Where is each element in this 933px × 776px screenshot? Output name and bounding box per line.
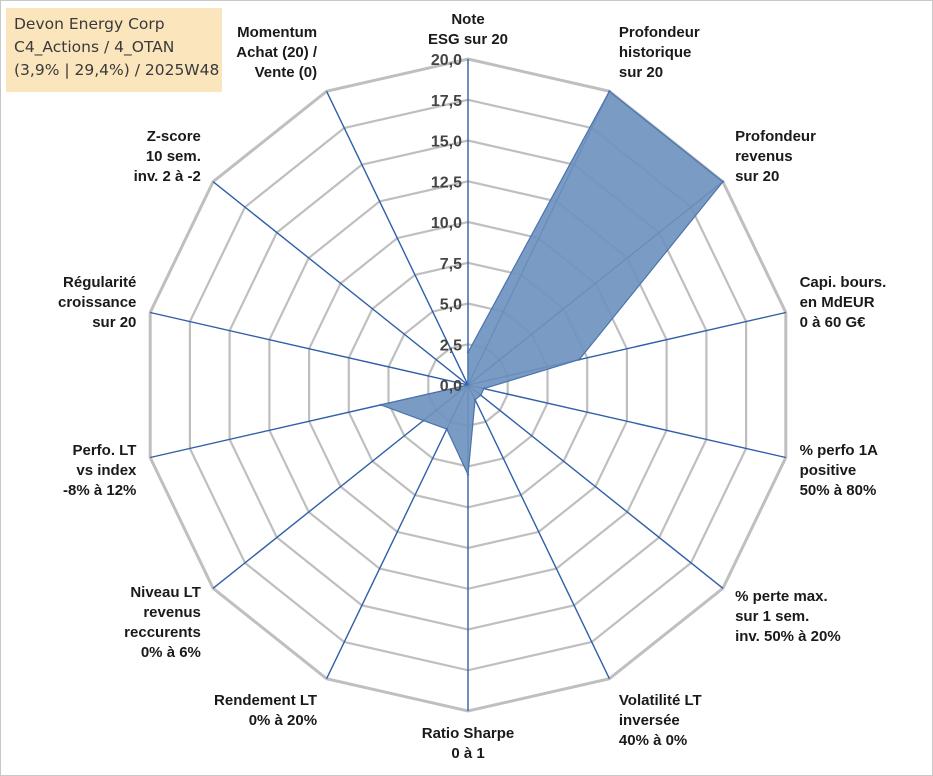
axis-tick-label: 5,0 [440,297,462,314]
category-label-line: sur 20 [92,314,136,331]
category-label-line: Achat (20) / [236,44,318,61]
radar-series [378,90,725,477]
axis-spoke [325,90,469,386]
series-point [422,419,425,422]
category-label-line: % perte max. [735,588,828,605]
category-label-line: % perfo 1A [800,442,879,459]
axis-tick-label: 0,0 [440,378,462,395]
category-label-line: Régularité [63,274,136,291]
category-label: Régularité croissance sur 20 [58,274,136,331]
category-label-line: Vente (0) [255,64,318,81]
performance-summary: (3,9% | 29,4%) / 2025W48 [14,61,220,79]
category-label-line: sur 20 [619,64,663,81]
series-point [379,403,382,407]
axis-spoke [467,384,724,589]
category-label-line: Rendement LT [214,692,317,709]
category-label-line: revenus [143,604,201,621]
category-label: Volatilité LT inversée 40% à 0% [619,692,702,749]
axis-spoke [467,384,611,680]
category-label-line: Capi. bours. [800,274,887,291]
series-point [473,398,477,401]
category-label: Z-score 10 sem. inv. 2 à -2 [134,128,201,185]
category-label-line: Z-score [147,128,201,145]
category-label: Note ESG sur 20 [428,11,508,48]
category-label: Ratio Sharpe 0 à 1 [422,725,515,762]
category-label-line: croissance [58,294,136,311]
category-label: Niveau LT revenus reccurents 0% à 6% [124,584,201,661]
company-name: Devon Energy Corp [14,15,165,33]
series-point [482,387,486,390]
category-label-line: reccurents [124,624,201,641]
info-box: Devon Energy Corp C4_Actions / 4_OTAN (3… [6,8,222,92]
series-point [578,358,581,361]
axis-tick-label: 7,5 [440,256,462,273]
category-label-line: inv. 2 à -2 [134,168,201,185]
category-label-line: Niveau LT [130,584,201,601]
axis-tick-label: 15,0 [431,134,462,151]
axis-tick-label: 20,0 [431,52,462,69]
series-point [721,180,725,183]
radial-axis-ticks: 0,0 2,5 5,0 7,5 10,0 12,5 15,0 17,5 20,0 [431,52,462,395]
series-point [466,383,470,387]
series-point [608,90,611,93]
category-label-line: positive [800,462,857,479]
category-label: Momentum Achat (20) / Vente (0) [236,24,318,81]
category-label-line: Momentum [237,24,317,41]
category-label: Perfo. LT vs index -8% à 12% [63,442,137,499]
category-labels: Note ESG sur 20 Profondeur historique sur 20… [58,11,886,762]
category-label-line: 0 à 60 G€ [800,314,867,331]
category-label: Rendement LT 0% à 20% [214,692,317,729]
category-label-line: vs index [76,462,137,479]
portfolio-path: C4_Actions / 4_OTAN [14,38,175,56]
category-label-line: sur 20 [735,168,779,185]
category-label-line: Perfo. LT [73,442,137,459]
category-label-line: -8% à 12% [63,482,136,499]
category-label-line: Profondeur [619,24,700,41]
category-label-line: 10 sem. [146,148,201,165]
axis-spoke [325,384,469,680]
axis-tick-label: 12,5 [431,174,462,191]
category-label-line: historique [619,44,692,61]
series-point [479,394,482,397]
category-label: Capi. bours. en MdEUR 0 à 60 G€ [800,274,887,331]
category-label: Profondeur revenus sur 20 [735,128,816,185]
series-point [466,351,470,354]
category-label-line: 40% à 0% [619,732,687,749]
axis-spoke [150,311,469,386]
category-label: % perfo 1A positive 50% à 80% [800,442,879,499]
category-label-line: Ratio Sharpe [422,725,515,742]
category-label: Profondeur historique sur 20 [619,24,700,81]
category-label-line: 0% à 6% [141,644,201,661]
category-label-line: revenus [735,148,793,165]
category-label-line: 0 à 1 [451,745,484,762]
category-label-line: 50% à 80% [800,482,877,499]
category-label-line: sur 1 sem. [735,608,809,625]
category-label: % perte max. sur 1 sem. inv. 50% à 20% [735,588,841,645]
category-label-line: inversée [619,712,680,729]
category-label-line: Note [451,11,484,28]
series-point [466,473,470,476]
category-label-line: Profondeur [735,128,816,145]
category-label-line: en MdEUR [800,294,875,311]
series-point [445,427,448,431]
axis-tick-label: 17,5 [431,93,462,110]
axis-tick-label: 2,5 [440,337,462,354]
axis-spoke [212,181,469,386]
axis-spoke [467,384,786,459]
category-label-line: Volatilité LT [619,692,702,709]
category-label-line: inv. 50% à 20% [735,628,841,645]
axis-tick-label: 10,0 [431,215,462,232]
category-label-line: 0% à 20% [249,712,317,729]
category-label-line: ESG sur 20 [428,31,508,48]
